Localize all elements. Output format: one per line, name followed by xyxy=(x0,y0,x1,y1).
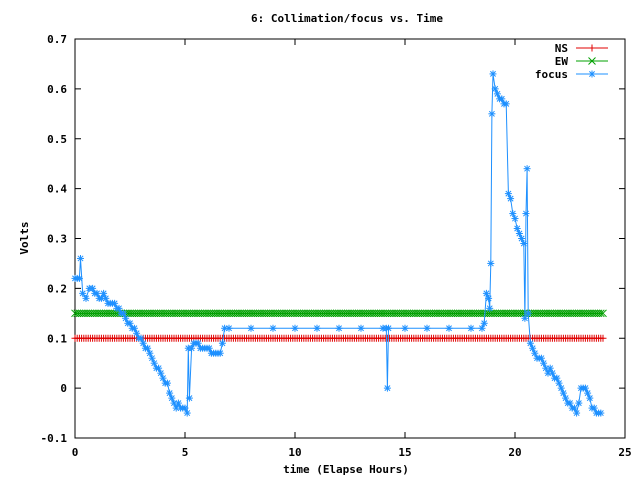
legend-label: focus xyxy=(535,68,568,81)
data-point xyxy=(599,309,607,318)
data-point xyxy=(423,324,431,332)
y-tick-label: 0.4 xyxy=(47,183,67,196)
data-point xyxy=(548,369,556,377)
data-point xyxy=(523,165,531,173)
y-tick-label: 0.6 xyxy=(47,83,67,96)
data-point xyxy=(511,215,519,223)
x-axis-label: time (Elapse Hours) xyxy=(283,463,409,476)
data-point xyxy=(507,195,515,203)
data-point xyxy=(401,324,409,332)
data-point xyxy=(520,239,528,247)
data-point xyxy=(486,304,494,312)
data-point xyxy=(163,379,171,387)
data-point xyxy=(185,394,193,402)
data-point xyxy=(522,210,530,218)
x-tick-label: 20 xyxy=(508,446,521,459)
data-point xyxy=(183,409,191,417)
data-point xyxy=(383,384,391,392)
legend-label: NS xyxy=(555,42,568,55)
data-point xyxy=(313,324,321,332)
series-group xyxy=(71,70,607,417)
data-point xyxy=(588,70,596,78)
chart-title: 6: Collimation/focus vs. Time xyxy=(251,12,443,25)
series-focus xyxy=(71,70,605,417)
data-point xyxy=(385,324,392,332)
data-point xyxy=(502,100,510,108)
data-point xyxy=(225,324,233,332)
axis-ticks: 0 5 10 15 20 25 -0.1 0 0.1 0.2 0.3 0.4 0.5 0.6 0.7 xyxy=(41,33,632,459)
y-tick-label: 0.5 xyxy=(47,133,67,146)
data-point xyxy=(174,399,182,407)
data-point xyxy=(77,254,84,262)
y-tick-label: 0.3 xyxy=(47,233,67,246)
x-tick-label: 10 xyxy=(288,446,301,459)
data-point xyxy=(575,399,583,407)
x-tick-label: 5 xyxy=(182,446,189,459)
data-point xyxy=(588,44,596,52)
data-point xyxy=(467,324,475,332)
data-point xyxy=(480,319,488,327)
data-point xyxy=(524,309,532,317)
series-ns xyxy=(71,334,607,342)
data-point xyxy=(218,339,226,347)
data-point xyxy=(489,70,497,78)
plot-area xyxy=(74,38,626,439)
legend-item-ns: NS xyxy=(555,42,608,55)
x-tick-label: 0 xyxy=(72,446,79,459)
y-tick-label: 0 xyxy=(60,382,67,395)
series-ew xyxy=(71,309,607,318)
data-point xyxy=(586,394,594,402)
y-tick-label: 0.2 xyxy=(47,282,67,295)
data-point xyxy=(75,274,83,282)
y-tick-label: 0.7 xyxy=(47,33,67,46)
data-point xyxy=(599,334,607,342)
data-point xyxy=(216,349,224,357)
data-point xyxy=(445,324,453,332)
data-point xyxy=(291,324,299,332)
data-point xyxy=(82,294,90,302)
data-point xyxy=(597,409,605,417)
legend-item-focus: focus xyxy=(535,68,608,81)
data-point xyxy=(588,57,596,65)
x-tick-label: 25 xyxy=(618,446,631,459)
data-point xyxy=(487,259,495,267)
y-axis-label: Volts xyxy=(18,221,31,254)
data-point xyxy=(269,324,277,332)
data-point xyxy=(247,324,255,332)
y-tick-label: 0.1 xyxy=(47,332,67,345)
data-point xyxy=(357,324,365,332)
data-point xyxy=(521,314,529,322)
data-point xyxy=(221,324,229,332)
legend-item-ew: EW xyxy=(555,55,608,68)
legend-label: EW xyxy=(555,55,569,68)
data-point xyxy=(488,110,496,118)
x-tick-label: 15 xyxy=(398,446,411,459)
data-point xyxy=(596,309,605,318)
data-point xyxy=(335,324,343,332)
data-point xyxy=(485,294,493,302)
data-point xyxy=(573,409,581,417)
data-point xyxy=(79,289,87,297)
data-point xyxy=(159,374,167,382)
plot-frame xyxy=(74,38,626,439)
y-tick-label: -0.1 xyxy=(41,432,68,445)
